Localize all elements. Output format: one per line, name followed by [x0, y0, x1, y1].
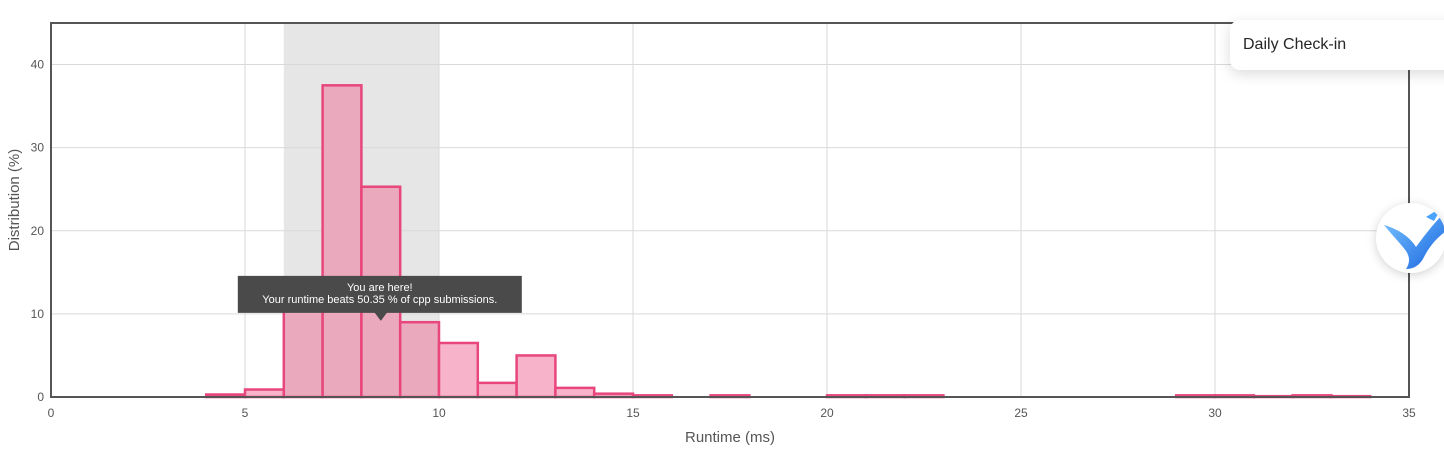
histogram-bar — [515, 354, 557, 399]
histogram-bar — [437, 341, 480, 399]
y-tick-label: 30 — [31, 141, 45, 155]
plot-frame — [50, 22, 1410, 398]
hummingbird-widget-button[interactable] — [1376, 203, 1444, 273]
tooltip-line-1: You are here! — [347, 282, 413, 294]
histogram-bar — [554, 386, 596, 399]
y-tick-label: 10 — [31, 307, 45, 321]
histogram-bar — [321, 84, 363, 399]
x-tick-label: 0 — [48, 406, 55, 420]
x-tick-label: 25 — [1014, 406, 1028, 420]
y-tick-label: 0 — [37, 390, 44, 404]
x-tick-label: 10 — [432, 406, 446, 420]
daily-checkin-label: Daily Check-in — [1243, 36, 1347, 53]
tooltip-box — [237, 275, 522, 321]
y-tick-label: 40 — [31, 58, 45, 72]
hummingbird-icon — [1384, 207, 1444, 269]
x-tick-label: 35 — [1402, 406, 1416, 420]
y-axis-label: Distribution (%) — [6, 149, 23, 252]
histogram-bar — [476, 381, 518, 399]
histogram-bar — [243, 388, 286, 399]
x-tick-label: 15 — [626, 406, 640, 420]
x-tick-label: 20 — [820, 406, 834, 420]
x-tick-label: 5 — [242, 406, 249, 420]
histogram-bar — [398, 320, 441, 399]
you-are-here-tooltip: You are here! Your runtime beats 50.35 %… — [237, 275, 522, 321]
x-tick-label: 30 — [1208, 406, 1222, 420]
daily-checkin-button[interactable]: Daily Check-in — [1230, 20, 1444, 70]
tooltip-line-2: Your runtime beats 50.35 % of cpp submis… — [262, 294, 497, 306]
x-axis-label: Runtime (ms) — [685, 429, 775, 446]
y-tick-label: 20 — [31, 224, 45, 238]
